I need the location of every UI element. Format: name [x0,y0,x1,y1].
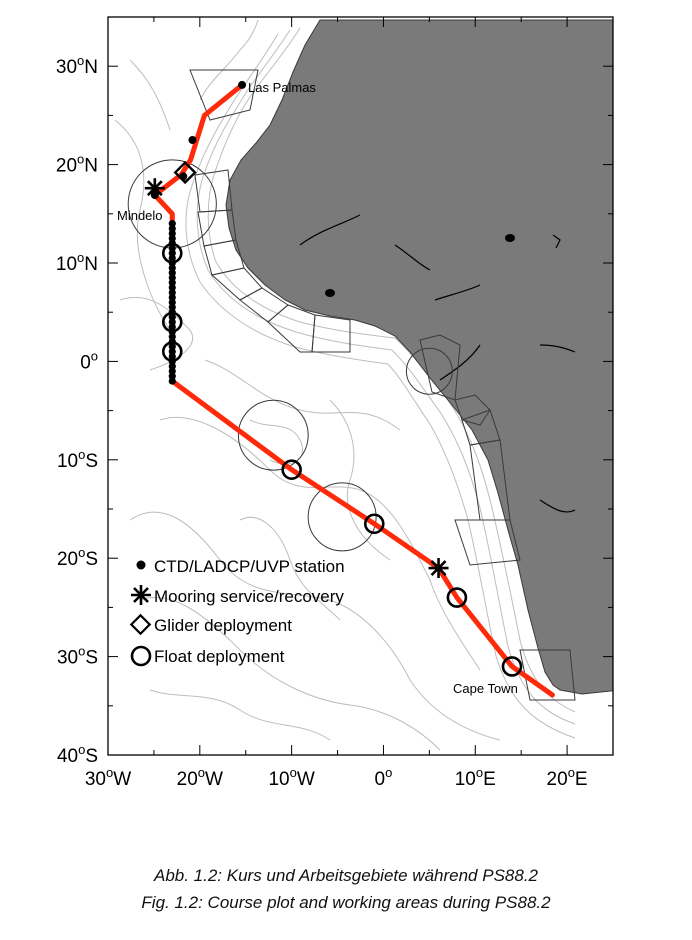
legend-label-ctd: CTD/LADCP/UVP station [154,557,345,576]
axis-ticks [107,17,613,756]
x-tick-label: 20oE [547,765,588,790]
legend-label-float: Float deployment [154,647,285,666]
float-deployment-circle [446,587,468,608]
figure-caption-german: Abb. 1.2: Kurs und Arbeitsgebiete währen… [153,866,538,885]
place-label-cape-town: Cape Town [453,681,518,696]
x-tick-label: 10oW [268,765,314,790]
ctd-station-dot [168,367,176,375]
ctd-station-dot [168,264,176,272]
legend-asterisk-icon [131,585,151,605]
expedition-map: Las Palmas Mindelo Cape Town CTD/LADCP/U… [56,16,614,790]
place-label-las-palmas: Las Palmas [248,80,316,95]
ctd-station-dot [168,313,176,321]
ctd-station-dot [188,136,197,144]
x-tick-label: 0o [375,765,393,790]
y-tick-label: 20oS [57,545,98,570]
working-area-circle [405,347,453,395]
ctd-station-dot [168,224,176,233]
land-features [299,214,576,513]
ctd-station-dot [168,254,176,262]
legend-dot-icon [136,560,146,570]
mooring-asterisk [428,558,449,579]
ctd-station-dot [168,318,176,326]
ctd-station-dot [168,323,176,331]
float-deployment-circle [161,311,183,333]
ctd-station-dot [168,249,176,257]
ctd-station-dot [168,377,176,385]
ctd-station-dot [168,347,176,356]
ctd-station-dot [168,220,176,228]
legend-circle-icon [130,645,152,667]
float-deployment-circle [161,242,183,264]
y-tick-label: 10oS [57,447,98,472]
ctd-station-dot [168,269,176,277]
station-markers [144,80,523,677]
x-tick-label: 30oW [85,765,131,790]
ctd-station-dot [168,284,176,292]
coastal-working-areas [189,69,576,701]
glider-deployment-diamond [173,160,197,185]
float-deployment-circle [281,459,302,480]
working-area-circle [237,399,309,471]
ctd-station-dot [168,274,176,282]
legend: CTD/LADCP/UVP station Mooring service/re… [129,557,345,667]
y-tick-label: 30oS [57,644,98,669]
lake-shape [505,234,515,242]
ctd-station-dot [168,244,176,252]
y-tick-label: 10oN [56,250,98,275]
y-tick-label: 30oN [56,53,98,78]
ctd-station-dot [168,362,176,370]
figure-caption-english: Fig. 1.2: Course plot and working areas … [141,893,551,912]
ctd-station-dot [238,80,247,89]
lake-shape [325,289,335,297]
y-tick-label: 20oN [56,152,98,177]
working-area-circle [307,482,377,552]
legend-label-mooring: Mooring service/recovery [154,587,344,606]
place-label-mindelo: Mindelo [117,208,163,223]
africa-land [225,19,613,695]
ctd-station-dot [168,372,176,380]
axis-tick-labels: 30oW 20oW 10oW 0o 10oE 20oE 30oN 20oN 10oN 0o 10oS… [56,53,588,790]
ctd-station-dot [168,343,176,351]
float-deployment-circle [161,341,183,362]
x-tick-label: 10oE [455,765,496,790]
x-tick-label: 20oW [177,765,223,790]
ctd-station-dot [168,279,176,287]
y-tick-label: 40oS [57,742,98,767]
ctd-station-dot [168,333,176,341]
float-deployment-circle [363,513,385,535]
ctd-station-dot [168,352,176,361]
legend-diamond-icon [129,613,152,636]
ctd-station-dot [168,288,176,297]
ctd-station-dot [168,303,176,311]
mooring-asterisk [144,178,165,199]
legend-label-glider: Glider deployment [154,616,292,635]
ctd-station-dot [168,298,176,306]
ctd-station-dot [168,234,176,242]
working-area-circles [127,159,453,552]
map-frame [107,16,614,756]
float-deployment-circle [501,656,523,677]
ctd-station-dot [168,229,176,238]
ctd-station-dot [168,293,176,302]
y-tick-label: 0o [80,348,98,373]
